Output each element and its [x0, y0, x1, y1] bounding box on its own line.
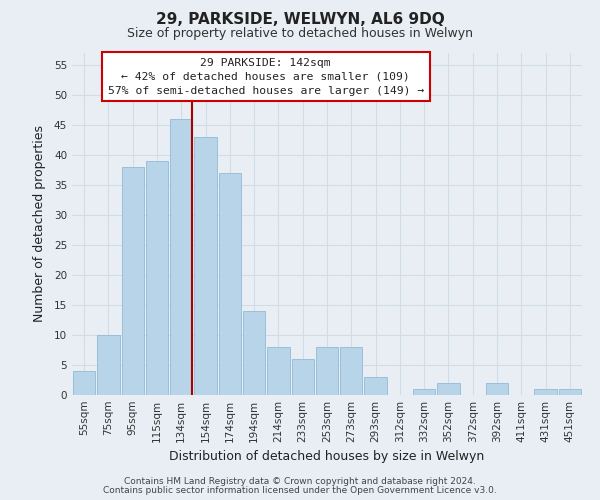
- Text: Contains HM Land Registry data © Crown copyright and database right 2024.: Contains HM Land Registry data © Crown c…: [124, 477, 476, 486]
- Y-axis label: Number of detached properties: Number of detached properties: [32, 125, 46, 322]
- Bar: [146, 160, 168, 395]
- Bar: [535, 389, 557, 395]
- Text: 29, PARKSIDE, WELWYN, AL6 9DQ: 29, PARKSIDE, WELWYN, AL6 9DQ: [155, 12, 445, 28]
- Bar: [267, 347, 290, 395]
- Bar: [170, 118, 193, 395]
- Bar: [413, 389, 436, 395]
- Bar: [194, 136, 217, 395]
- Text: Contains public sector information licensed under the Open Government Licence v3: Contains public sector information licen…: [103, 486, 497, 495]
- Bar: [559, 389, 581, 395]
- Bar: [218, 172, 241, 395]
- Text: 29 PARKSIDE: 142sqm
← 42% of detached houses are smaller (109)
57% of semi-detac: 29 PARKSIDE: 142sqm ← 42% of detached ho…: [107, 58, 424, 96]
- Bar: [364, 377, 387, 395]
- Bar: [122, 166, 144, 395]
- Text: Size of property relative to detached houses in Welwyn: Size of property relative to detached ho…: [127, 28, 473, 40]
- Bar: [316, 347, 338, 395]
- Bar: [97, 335, 119, 395]
- Bar: [73, 371, 95, 395]
- X-axis label: Distribution of detached houses by size in Welwyn: Distribution of detached houses by size …: [169, 450, 485, 464]
- Bar: [243, 311, 265, 395]
- Bar: [340, 347, 362, 395]
- Bar: [292, 359, 314, 395]
- Bar: [486, 383, 508, 395]
- Bar: [437, 383, 460, 395]
